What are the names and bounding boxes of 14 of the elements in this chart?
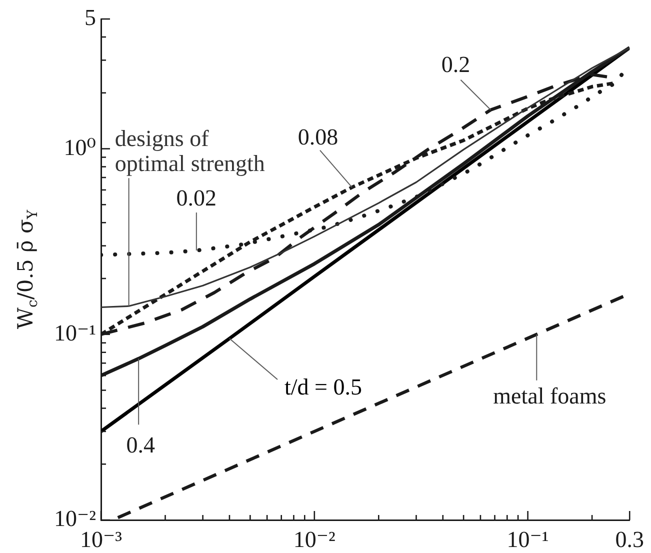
x-tick-label: 10⁻¹ (506, 526, 549, 552)
y-tick-label: 10⁻¹ (54, 320, 96, 346)
y-axis-title: Wc/0.5 ρ̄ σY (13, 209, 41, 330)
text: t/d = 0.5 (284, 374, 362, 400)
text: 0.4 (126, 432, 156, 458)
series-label: 0.08 (298, 124, 338, 150)
y-tick-label: 10⁰ (64, 134, 96, 160)
x-tick-label: 10⁻² (293, 526, 336, 552)
series-label: 0.2 (441, 52, 470, 77)
y-tick-label: 5 (84, 5, 96, 30)
text: designs of optimal strength (114, 126, 266, 176)
series-label: 0.02 (176, 186, 217, 211)
series-label: metal foams (493, 383, 606, 408)
x-tick-label: 0.3 (615, 526, 644, 552)
